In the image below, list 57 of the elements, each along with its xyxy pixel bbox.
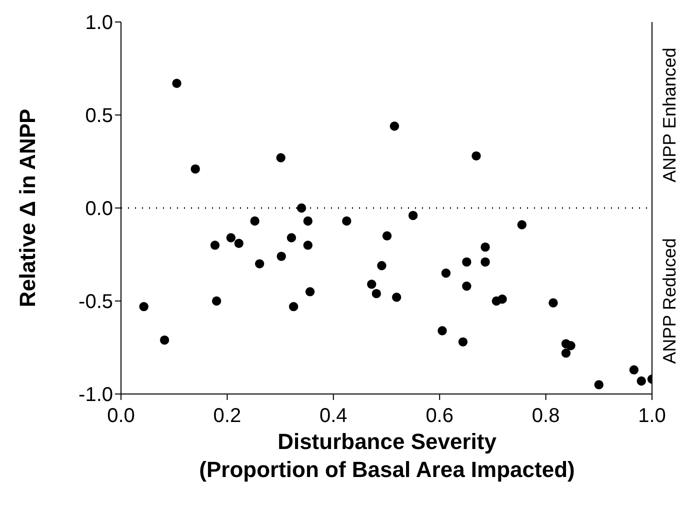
y-tick-label: -1.0 (78, 384, 113, 406)
point (210, 240, 220, 250)
point (517, 220, 527, 230)
point (408, 210, 418, 220)
point (172, 78, 182, 88)
text: ANPP Reduced (660, 238, 680, 364)
point (636, 376, 646, 386)
point (462, 257, 472, 267)
point (212, 296, 222, 306)
point (286, 233, 296, 242)
point (377, 261, 386, 270)
point (566, 341, 576, 350)
point (296, 203, 306, 213)
point (472, 151, 481, 161)
point (561, 348, 571, 358)
x-tick-label: 0.0 (107, 405, 135, 428)
point (480, 242, 490, 252)
point (303, 216, 313, 226)
x-tick-label: 0.6 (426, 405, 454, 428)
point (382, 231, 392, 240)
y-axis-title: Relative Δ in ANPP (15, 108, 41, 308)
point (594, 380, 604, 390)
point (226, 233, 236, 242)
y-tick-label: 1.0 (85, 12, 113, 34)
point (190, 164, 200, 174)
point (254, 259, 264, 268)
point (441, 268, 451, 278)
point (629, 365, 639, 374)
x-tick-label: 0.8 (532, 405, 560, 428)
point (305, 287, 315, 296)
point (288, 302, 298, 312)
point (548, 298, 558, 308)
y-tick-label: -0.5 (78, 291, 113, 314)
point (250, 216, 260, 226)
point (390, 122, 400, 131)
point (367, 280, 376, 289)
text: ANPP Enhanced (660, 48, 680, 182)
point (342, 216, 352, 226)
point (458, 337, 468, 347)
point (234, 238, 244, 248)
point (438, 326, 447, 336)
x-axis-title: Disturbance Severity (Proportion of Basal Area Impacted) (198, 428, 576, 484)
point (462, 282, 472, 291)
y-tick-label: 0.5 (85, 105, 113, 128)
point (139, 302, 148, 312)
point (303, 240, 313, 250)
point (372, 288, 382, 298)
x-tick-label: 0.2 (213, 405, 242, 428)
x-tick-label: 1.0 (638, 405, 666, 428)
point (498, 294, 507, 304)
point (160, 335, 170, 345)
point (480, 257, 490, 267)
point (276, 252, 286, 261)
point (276, 153, 286, 162)
y-tick-label: 0.0 (85, 198, 113, 220)
point (392, 292, 402, 302)
x-tick-label: 0.4 (319, 405, 348, 428)
